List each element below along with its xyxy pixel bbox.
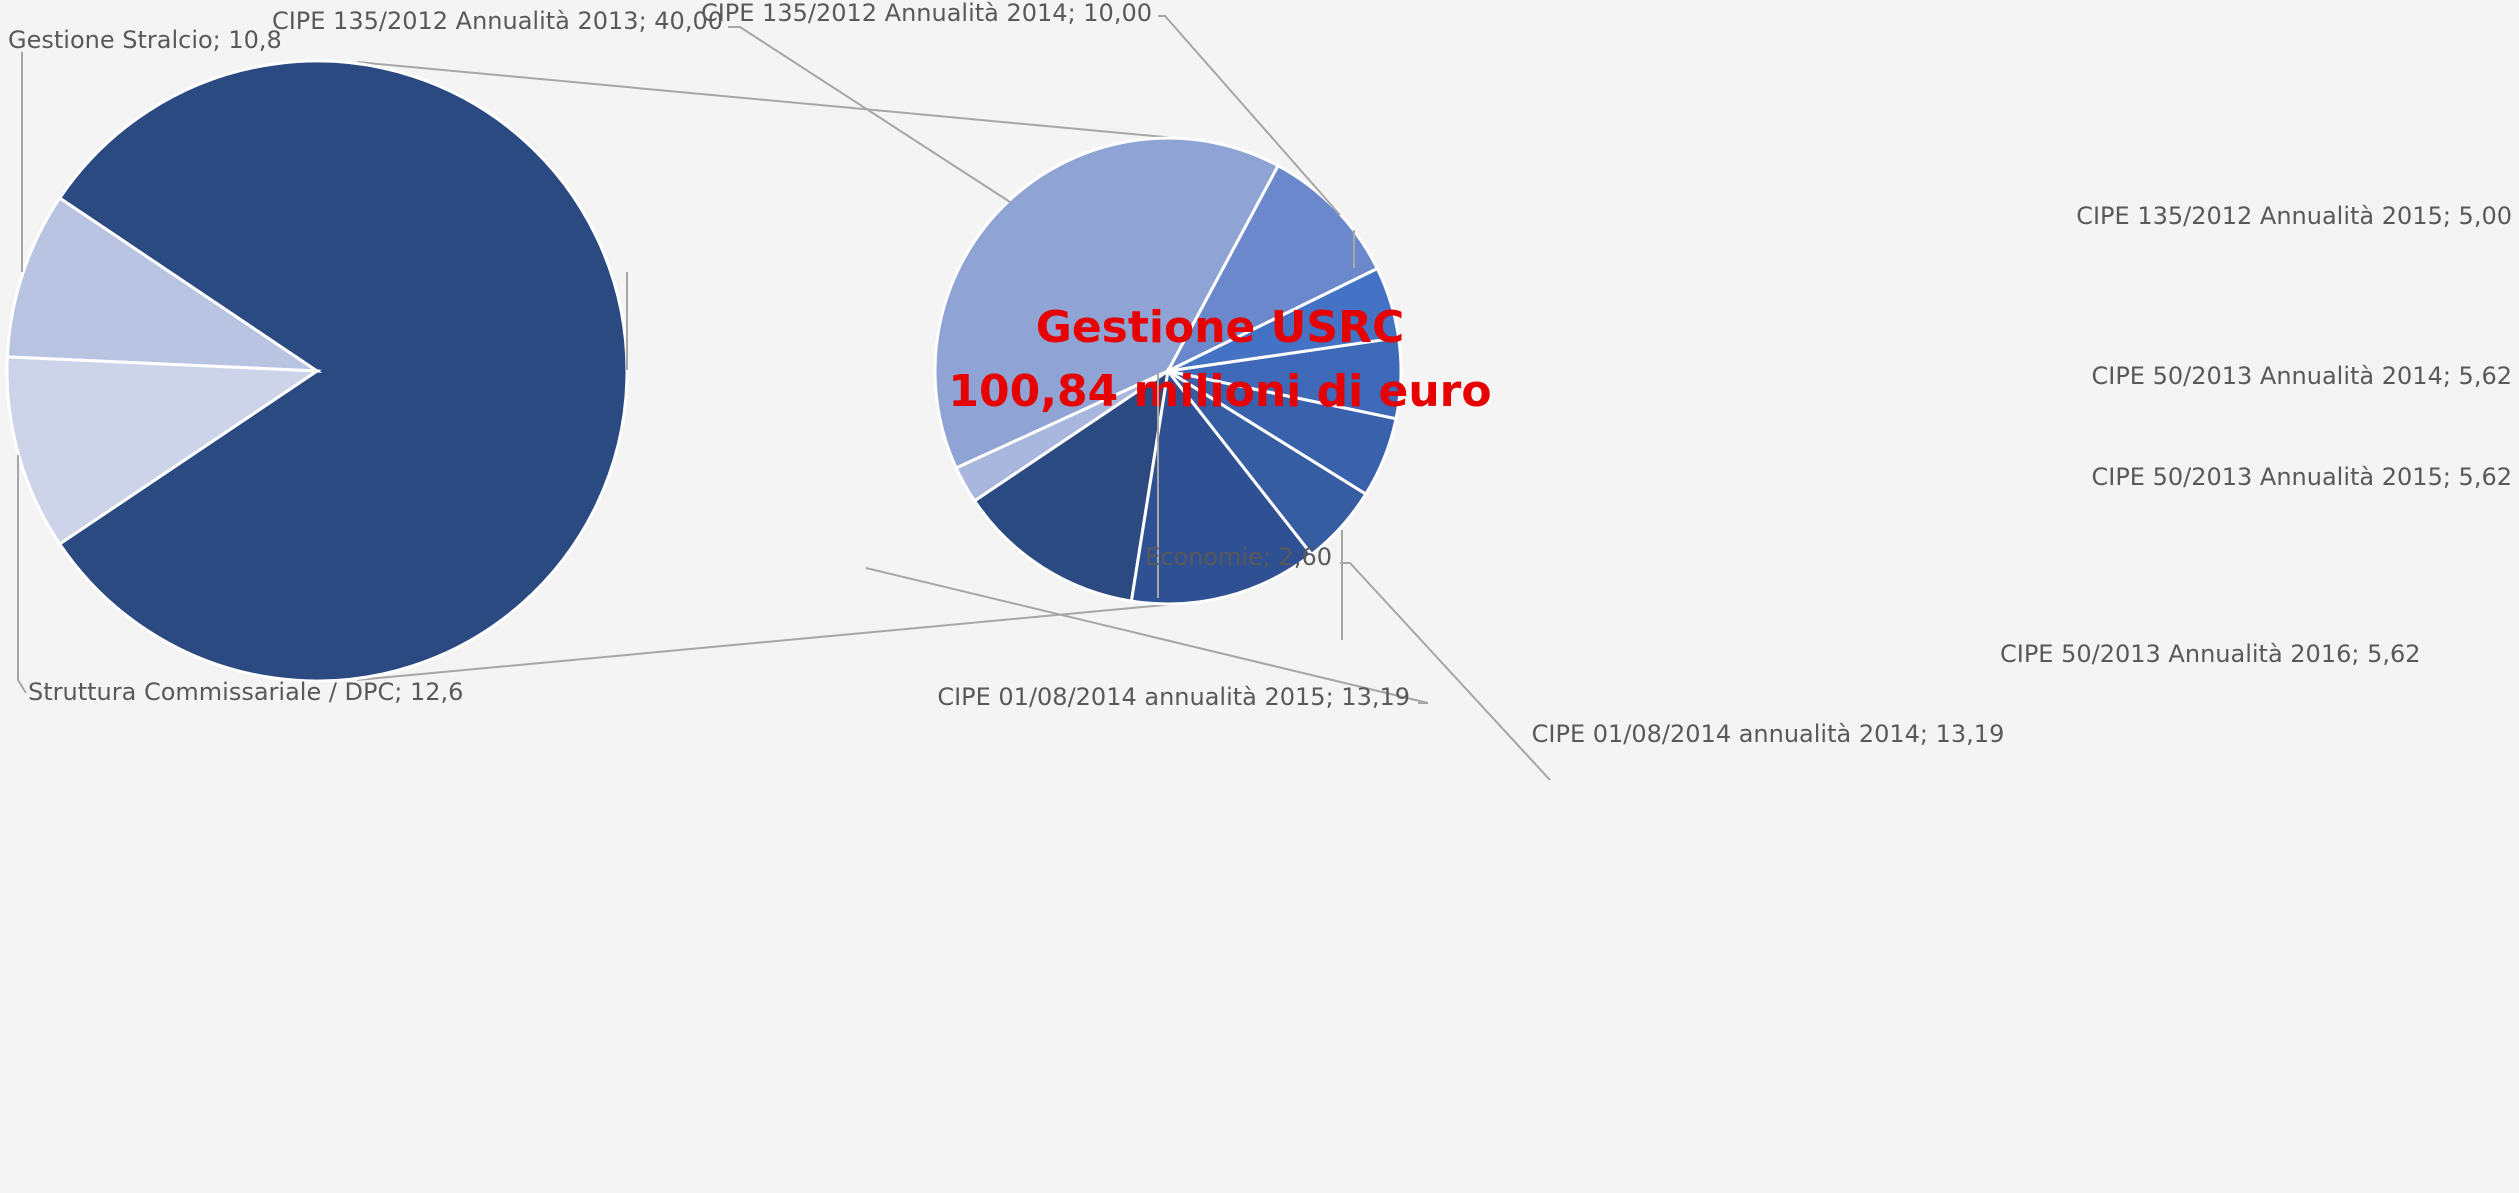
pie-slice <box>57 59 629 683</box>
leader-line <box>865 567 1429 704</box>
leader-line <box>17 455 27 694</box>
data-label: CIPE 01/08/2014 annualità 2015; 13,19 <box>937 683 1410 711</box>
leader-line <box>728 26 1011 203</box>
leader-line <box>1340 562 1551 781</box>
data-label: CIPE 135/2012 Annualità 2014; 10,00 <box>701 0 1152 27</box>
data-label: CIPE 135/2012 Annualità 2015; 5,00 <box>2076 202 2512 230</box>
pie-slice <box>972 367 1171 603</box>
data-label: Economie; 2,60 <box>1145 543 1332 571</box>
slice-name: Gestione USRC <box>1036 302 1405 353</box>
data-label: CIPE 50/2013 Annualità 2016; 5,62 <box>2000 640 2421 668</box>
connector-line <box>356 61 1176 139</box>
data-label: CIPE 50/2013 Annualità 2014; 5,62 <box>2091 362 2512 390</box>
pie-slice <box>5 355 322 546</box>
data-label: Gestione Stralcio; 10,8 <box>8 26 282 54</box>
pies <box>5 59 1403 683</box>
data-label: Struttura Commissariale / DPC; 12,6 <box>28 678 463 706</box>
pie-slice <box>1129 367 1314 606</box>
leader-line <box>1158 15 1341 216</box>
data-label: CIPE 01/08/2014 annualità 2014; 13,19 <box>1532 720 2005 748</box>
data-label: CIPE 135/2012 Annualità 2013; 40,00 <box>272 7 723 35</box>
slice-value-label: 100,84 milioni di euro <box>948 366 1491 417</box>
connector-line <box>356 603 1176 681</box>
data-label: CIPE 50/2013 Annualità 2015; 5,62 <box>2091 463 2512 491</box>
pie-slice <box>5 196 323 373</box>
